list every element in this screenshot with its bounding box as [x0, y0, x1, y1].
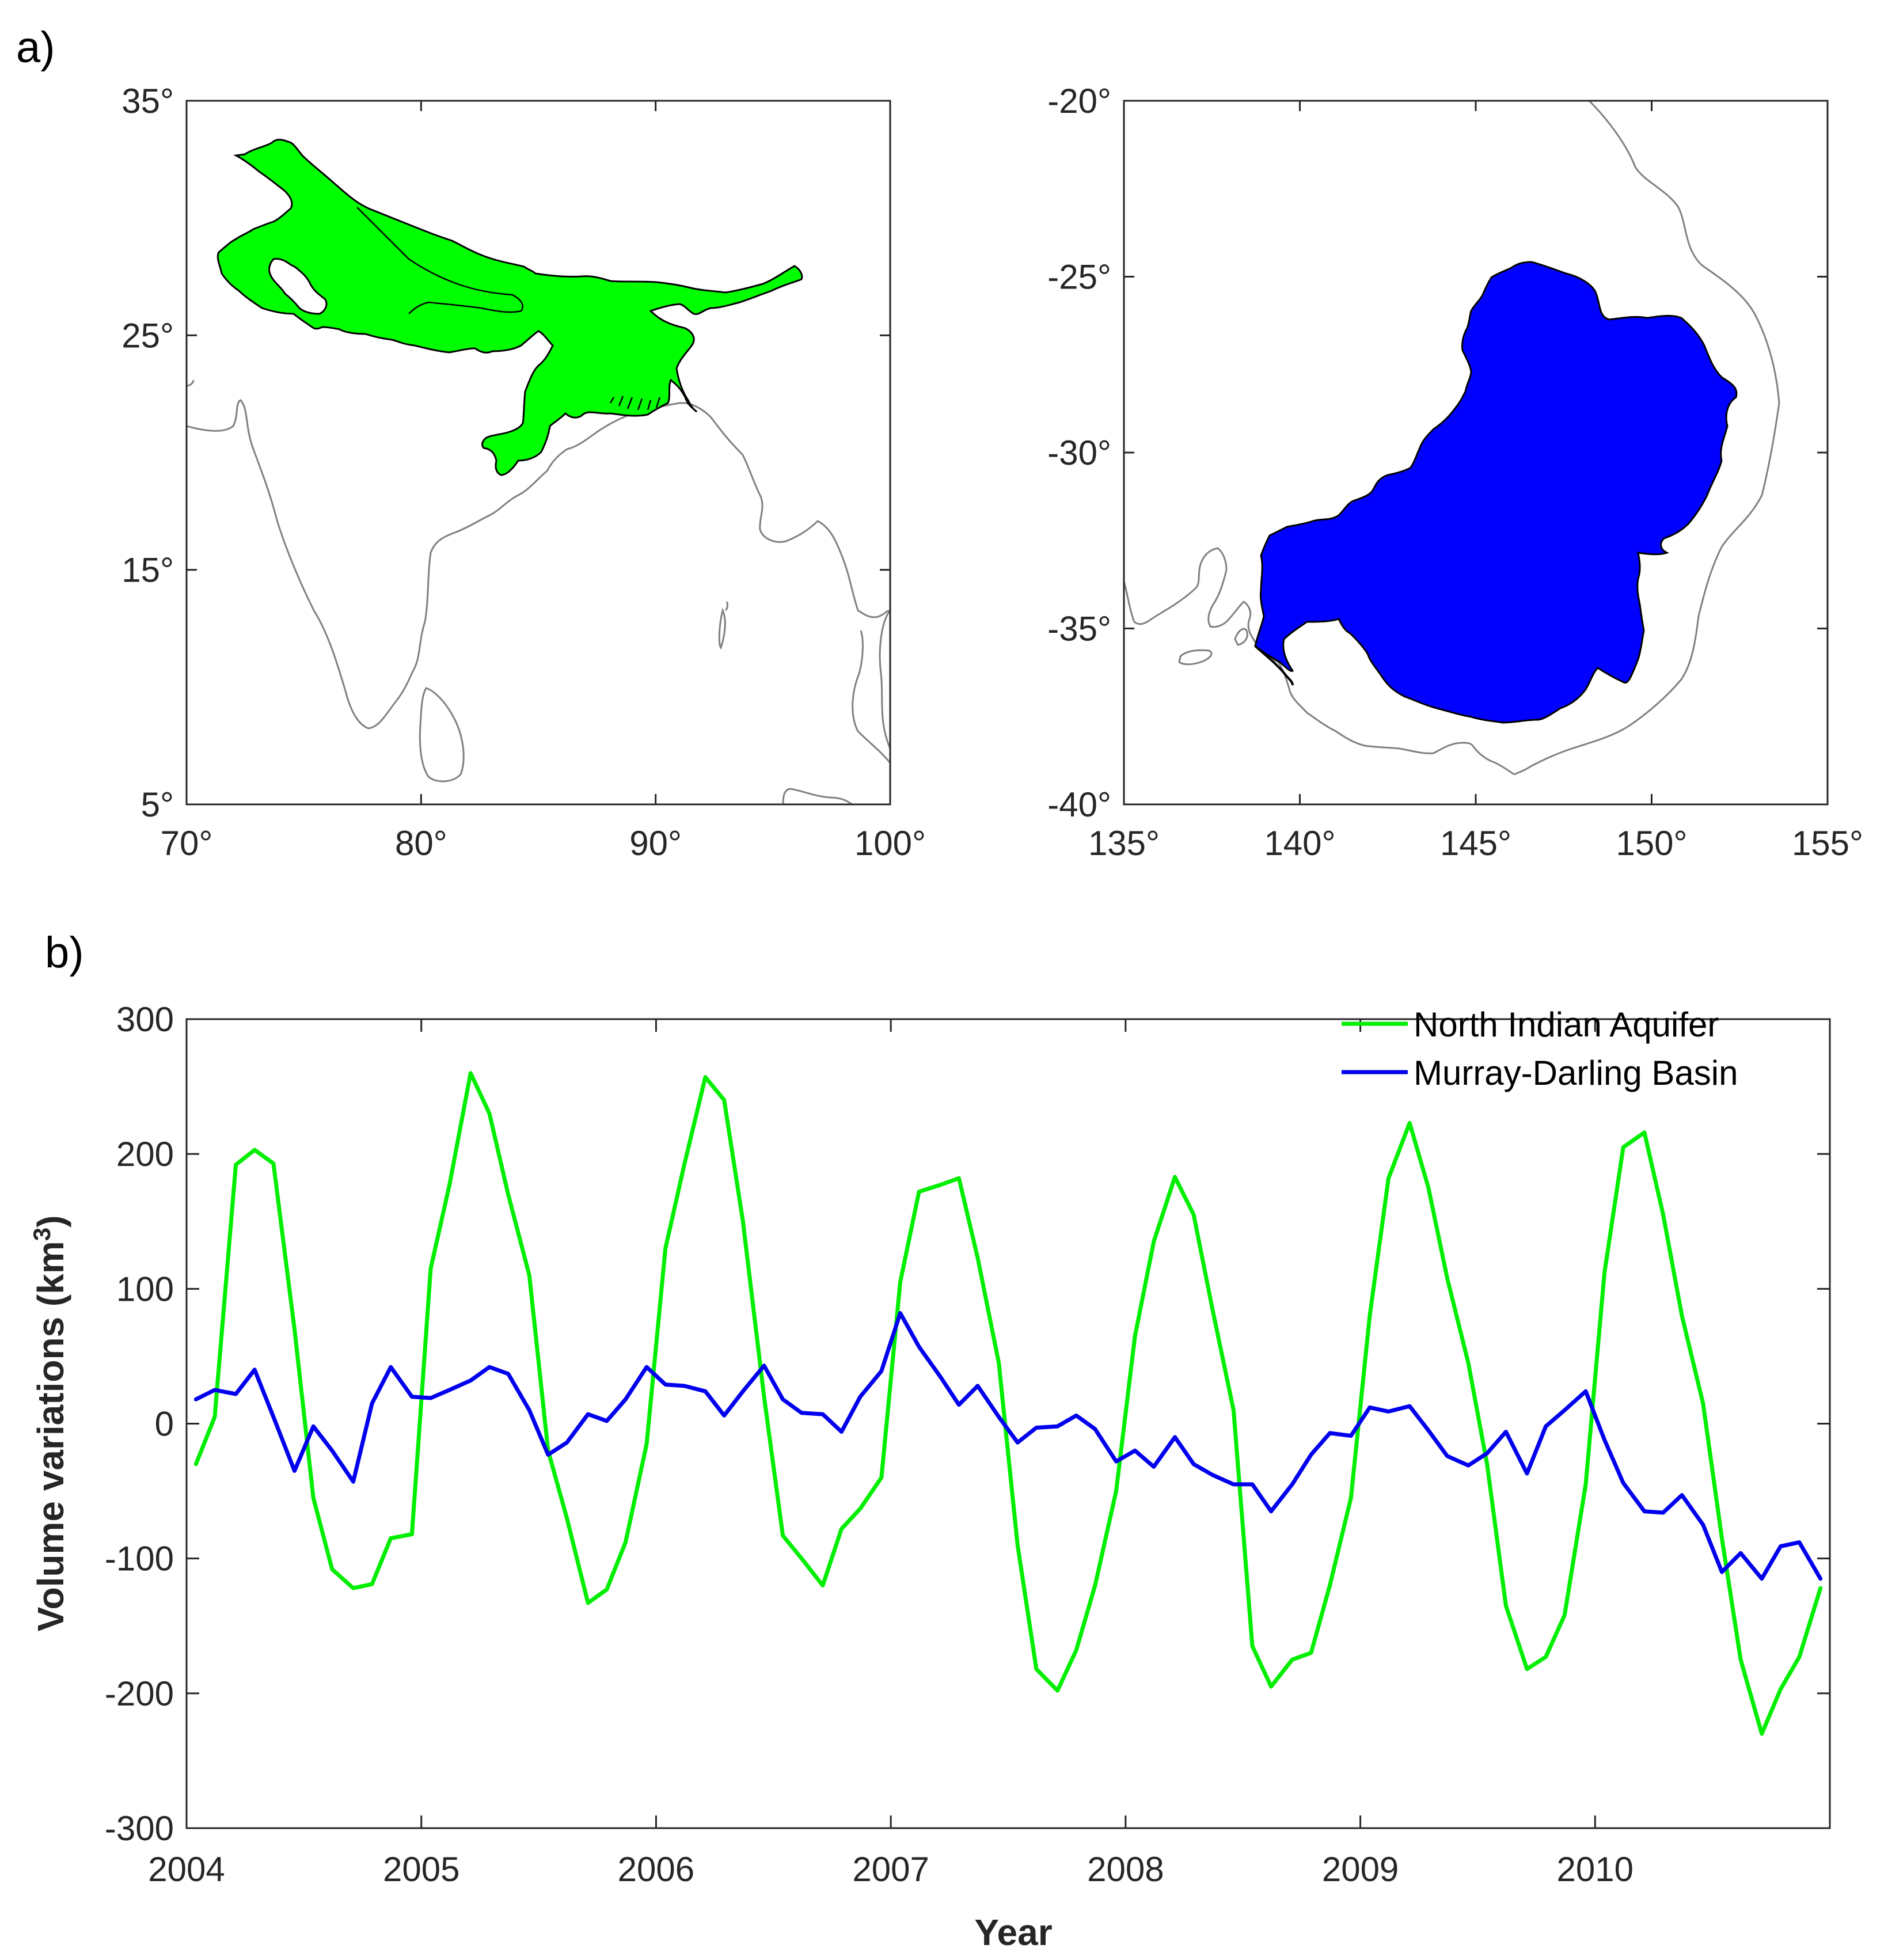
delta-channels — [609, 396, 661, 411]
india-map-x-tick-label: 70° — [161, 824, 213, 863]
india-coastline — [187, 399, 890, 730]
y-tick-label: 100 — [116, 1270, 174, 1308]
y-tick-label: -300 — [105, 1809, 174, 1848]
x-axis-title: Year — [974, 1912, 1052, 1953]
y-tick-label: -100 — [105, 1540, 174, 1578]
series-line-murray-darling-basin — [193, 1311, 1823, 1581]
legend-label-north-indian-aquifer: North Indian Aquifer — [1414, 1005, 1719, 1044]
aus-map-x-tick-label: 135° — [1088, 824, 1160, 863]
india-map-y-tick-label: 35° — [121, 82, 174, 120]
aus-map-x-tick-label: 140° — [1264, 824, 1335, 863]
australia-east-coastline — [1514, 101, 1780, 776]
india-map-y-tick-label: 25° — [121, 316, 174, 355]
y-axis-title: Volume variations (km3) — [28, 1215, 72, 1632]
x-tick-label: 2004 — [148, 1850, 225, 1889]
murray-darling-basin-region — [1254, 261, 1738, 724]
aus-map-x-tick-label: 145° — [1440, 824, 1511, 863]
map-north-indian-aquifer: 70° 80° 90° 100° 35° 25° 15° 5° — [121, 82, 926, 863]
kangaroo-island — [1178, 649, 1213, 666]
aus-map-y-tick-label: -25° — [1047, 258, 1111, 297]
north-indian-aquifer-region — [216, 139, 803, 476]
panel-a-label: a) — [16, 23, 55, 72]
y-tick-label: 300 — [116, 1000, 174, 1039]
x-tick-label: 2009 — [1322, 1850, 1399, 1889]
coorong-edge — [1254, 645, 1294, 686]
aus-map-y-tick-label: -30° — [1047, 434, 1111, 472]
aus-map-x-tick-label: 155° — [1792, 824, 1863, 863]
india-map-y-tick-label: 15° — [121, 551, 174, 590]
volume-chart: 2004 2005 2006 2007 2008 2009 2010 300 200 100 0 -1… — [28, 1000, 1831, 1953]
sumatra-coastline — [782, 788, 853, 804]
spencer-gulf-coastline — [1124, 547, 1256, 643]
map-north-indian-aquifer-border — [185, 100, 891, 806]
x-tick-label: 2006 — [618, 1850, 694, 1889]
legend-label-murray-darling-basin: Murray-Darling Basin — [1414, 1054, 1738, 1092]
y-axis-title-close: ) — [30, 1215, 71, 1228]
chart-series-group — [193, 1071, 1823, 1736]
australia-south-coastline — [1254, 641, 1515, 776]
india-map-x-tick-label: 80° — [395, 824, 447, 863]
map-murray-darling-basin: 135° 140° 145° 150° 155° -20° -25° -30° -35° -40° — [1047, 82, 1863, 863]
series-line-north-indian-aquifer — [193, 1071, 1823, 1736]
x-tick-label: 2005 — [383, 1850, 459, 1889]
map-north-indian-aquifer-ticks: 70° 80° 90° 100° 35° 25° 15° 5° — [121, 82, 926, 863]
x-tick-label: 2010 — [1557, 1850, 1634, 1889]
aus-map-y-tick-label: -35° — [1047, 610, 1111, 648]
chart-plot-area — [187, 1019, 1830, 1828]
aus-map-x-tick-label: 150° — [1616, 824, 1687, 863]
y-axis-title-superscript: 3 — [28, 1228, 55, 1241]
aus-map-y-tick-label: -20° — [1047, 82, 1111, 120]
india-map-x-tick-label: 90° — [629, 824, 682, 863]
india-map-x-tick-label: 100° — [854, 824, 926, 863]
southeast-asia-coastline — [879, 610, 890, 749]
y-axis-title-main: Volume variations (km — [30, 1241, 71, 1631]
map-murray-darling-basin-ticks: 135° 140° 145° 150° 155° -20° -25° -30° -35° -40° — [1047, 82, 1863, 863]
y-tick-label: 200 — [116, 1135, 174, 1173]
y-tick-label: 0 — [155, 1405, 174, 1444]
x-tick-label: 2008 — [1087, 1850, 1164, 1889]
ganges-river — [356, 207, 523, 314]
panel-b-label: b) — [45, 928, 84, 977]
aus-map-y-tick-label: -40° — [1047, 785, 1111, 824]
x-tick-label: 2007 — [852, 1850, 929, 1889]
sri-lanka-coastline — [419, 687, 465, 783]
yorke-peninsula — [1234, 628, 1248, 646]
y-tick-label: -200 — [105, 1674, 174, 1713]
chart-ticks-group: 2004 2005 2006 2007 2008 2009 2010 300 200 100 0 -1… — [105, 1000, 1830, 1889]
southeast-asia-coastline-2 — [852, 630, 890, 764]
india-map-y-tick-label: 5° — [141, 785, 174, 824]
andaman-islands — [718, 601, 728, 650]
chart-legend: North Indian Aquifer Murray-Darling Basi… — [1342, 1005, 1738, 1092]
